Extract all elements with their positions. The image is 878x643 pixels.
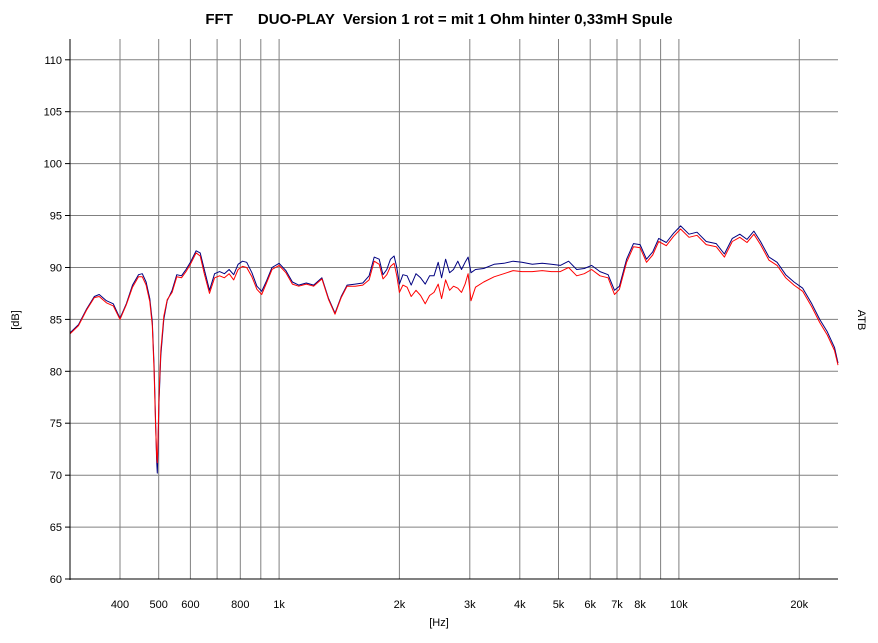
y-tick-label: 80	[50, 366, 62, 378]
y-tick-label: 100	[44, 159, 62, 171]
axis-layer	[65, 39, 838, 580]
x-tick-label: 2k	[394, 599, 406, 611]
series-line-1	[69, 225, 839, 474]
x-axis-label: [Hz]	[429, 617, 449, 629]
series-layer	[69, 225, 839, 474]
x-tick-label: 4k	[514, 599, 526, 611]
grid-layer	[70, 39, 838, 580]
y-tick-label: 70	[50, 470, 62, 482]
chart-title: FFT DUO-PLAY Version 1 rot = mit 1 Ohm h…	[205, 11, 672, 28]
y-tick-label: 95	[50, 211, 62, 223]
x-tick-labels: 400 500 600 800 1k 2k 3k 4k 5k 6k 7k 8k 10k 20k	[111, 599, 809, 611]
x-tick-label: 1k	[273, 599, 285, 611]
y-tick-label: 90	[50, 263, 62, 275]
x-tick-label: 10k	[670, 599, 688, 611]
x-tick-label: 800	[231, 599, 249, 611]
y-tick-label: 75	[50, 418, 62, 430]
y-tick-label: 60	[50, 574, 62, 586]
x-tick-label: 7k	[611, 599, 623, 611]
x-tick-label: 500	[150, 599, 168, 611]
y-tick-labels: 60 65 70 75 80 85 90 95 100 105 110	[44, 55, 62, 586]
y-axis-label: [dB]	[10, 310, 22, 330]
x-tick-label: 20k	[790, 599, 808, 611]
series-line-2	[69, 228, 839, 464]
y-tick-label: 65	[50, 522, 62, 534]
x-tick-label: 5k	[553, 599, 565, 611]
x-tick-label: 6k	[584, 599, 596, 611]
x-tick-label: 3k	[464, 599, 476, 611]
y-tick-label: 85	[50, 314, 62, 326]
y-tick-label: 105	[44, 107, 62, 119]
y-tick-label: 110	[44, 55, 62, 67]
right-axis-label: ATB	[855, 310, 867, 331]
x-tick-label: 400	[111, 599, 129, 611]
x-tick-label: 600	[181, 599, 199, 611]
x-tick-label: 8k	[634, 599, 646, 611]
